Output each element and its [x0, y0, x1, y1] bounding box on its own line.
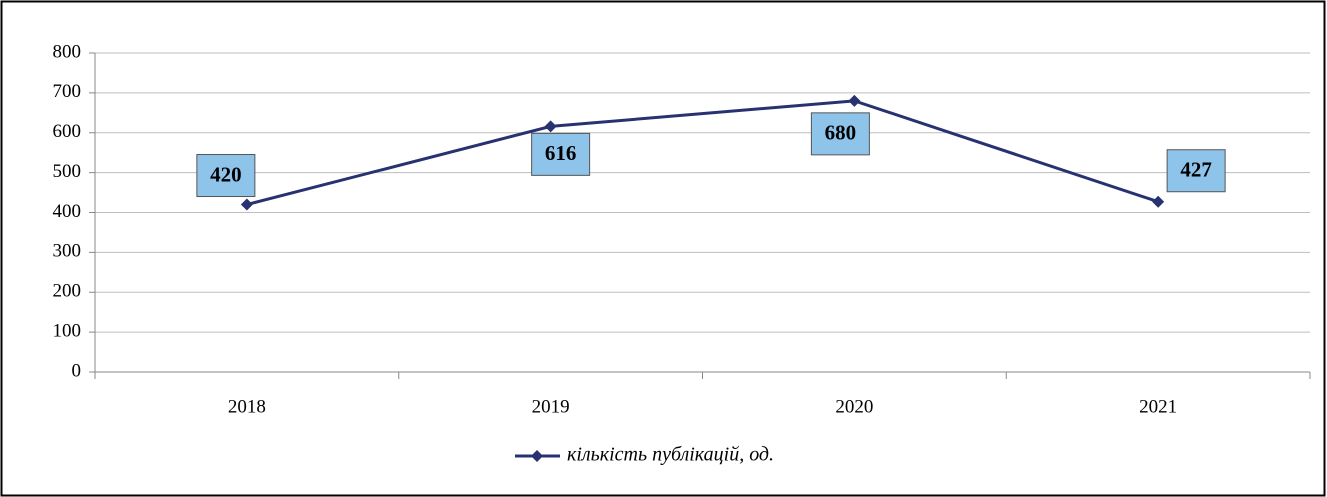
x-tick-label: 2019	[532, 396, 570, 417]
point-marker	[544, 120, 557, 133]
data-label: 427	[1180, 158, 1212, 182]
x-tick-label: 2021	[1139, 396, 1177, 417]
y-tick-label: 0	[72, 360, 82, 381]
y-tick-label: 100	[53, 320, 82, 341]
y-tick-label: 200	[53, 281, 82, 302]
x-tick-label: 2020	[835, 396, 873, 417]
data-label: 680	[825, 121, 857, 145]
legend-label: кількість публікацій, од.	[567, 444, 774, 466]
legend-marker	[531, 450, 543, 462]
data-label: 616	[545, 141, 577, 165]
series-line	[246, 99, 1159, 206]
y-tick-label: 400	[53, 201, 82, 222]
data-label-box	[531, 132, 591, 176]
point-marker	[240, 198, 253, 211]
y-tick-label: 800	[53, 41, 82, 62]
y-tick-label: 300	[53, 241, 82, 262]
data-label: 420	[210, 162, 242, 186]
data-label-box	[1166, 149, 1226, 193]
point-marker	[1152, 195, 1165, 208]
y-tick-label: 600	[53, 121, 82, 142]
data-label-box	[810, 112, 870, 156]
y-tick-label: 700	[53, 81, 82, 102]
point-marker	[848, 94, 861, 107]
y-tick-label: 500	[53, 161, 82, 182]
x-tick-label: 2018	[228, 396, 266, 417]
data-label-box	[196, 154, 256, 198]
